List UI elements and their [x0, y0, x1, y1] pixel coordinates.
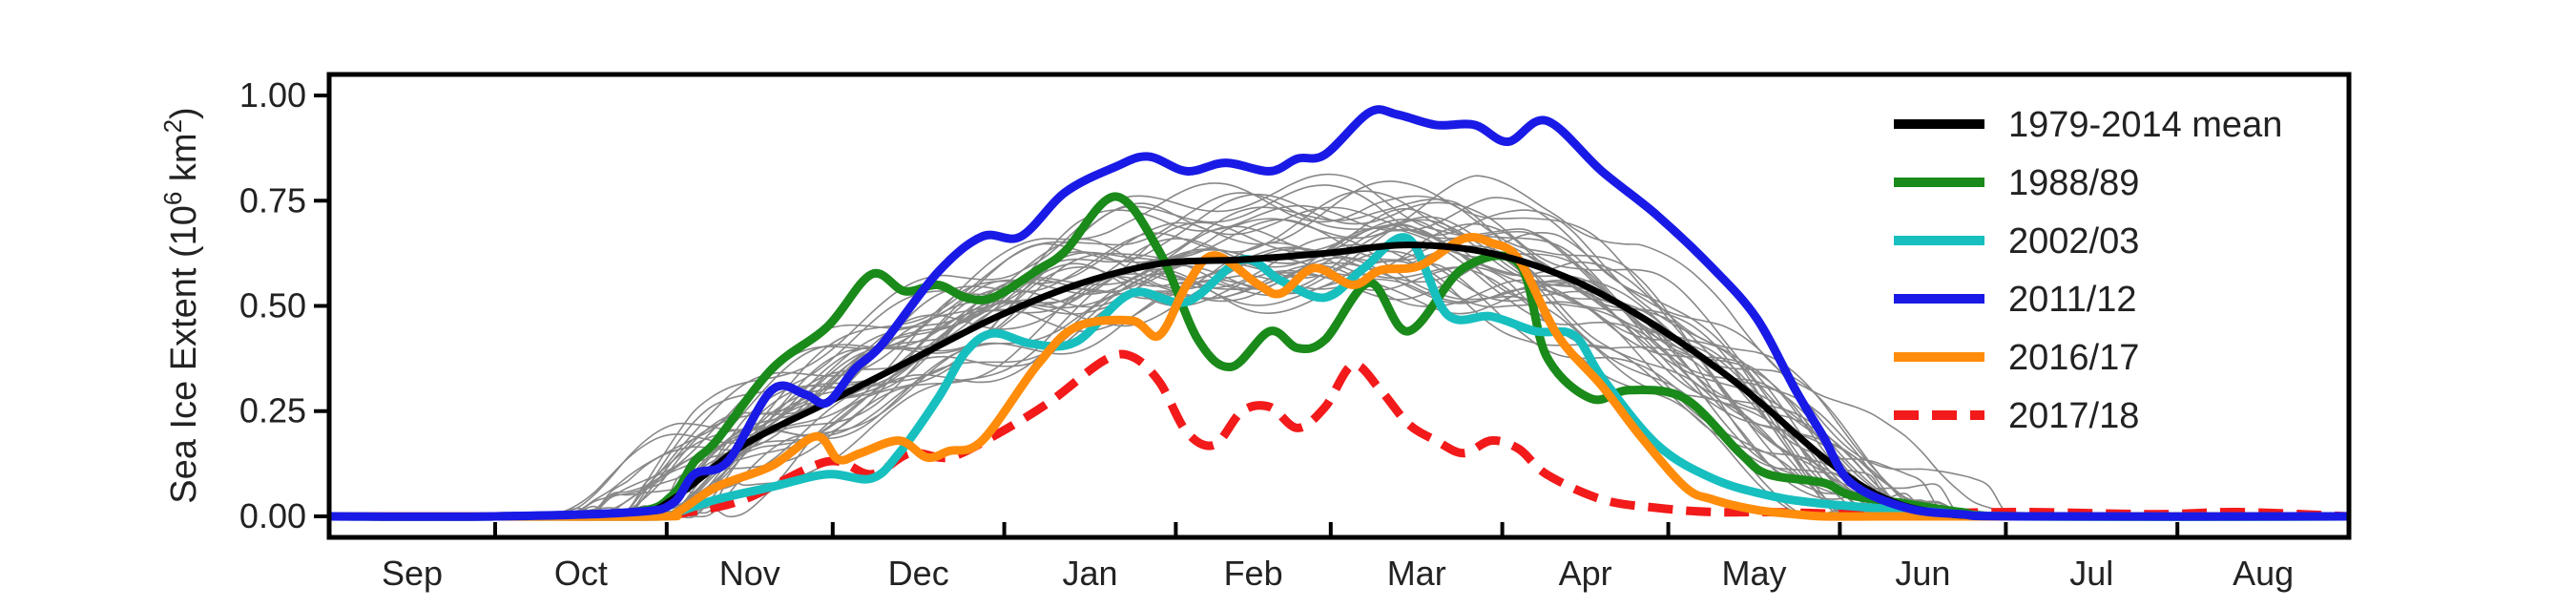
x-tick-label: Mar — [1387, 554, 1446, 593]
legend-label: 1979-2014 mean — [2008, 105, 2282, 145]
x-tick-label: Sep — [382, 554, 443, 593]
legend-label: 2002/03 — [2008, 221, 2139, 262]
y-axis-title: Sea Ice Extent (106 km2) — [158, 107, 204, 503]
x-tick-label: Oct — [554, 554, 608, 593]
series-line — [328, 232, 2349, 521]
x-tick-label: Aug — [2233, 554, 2294, 593]
y-title-close: ) — [164, 107, 204, 119]
x-tick-label: Jan — [1062, 554, 1117, 593]
legend-label: 2017/18 — [2008, 396, 2139, 436]
legend-label: 1988/89 — [2008, 163, 2139, 203]
x-tick-label: Jul — [2069, 554, 2113, 593]
y-tick-label: 0.00 — [239, 496, 306, 535]
x-tick-label: May — [1721, 554, 1786, 593]
y-tick-label: 0.25 — [239, 391, 306, 430]
y-axis: 0.00 0.25 0.50 0.75 1.00 — [239, 75, 329, 535]
y-title-unit-exp: 2 — [158, 119, 187, 133]
y-tick-label: 0.50 — [239, 286, 306, 325]
x-axis: Sep Oct Nov Dec Jan Feb Mar Apr May Jun Jul Aug — [327, 522, 2351, 593]
y-tick-label: 0.75 — [239, 180, 306, 220]
legend: 1979-2014 mean 1988/89 2002/03 2011/12 2016/… — [1894, 105, 2282, 436]
series-line — [328, 105, 2350, 521]
legend-label: 2016/17 — [2008, 338, 2139, 378]
x-tick-label: Nov — [719, 554, 780, 593]
y-title-exp: 6 — [158, 192, 187, 205]
y-tick-label: 1.00 — [239, 75, 306, 115]
x-tick-label: Jun — [1895, 554, 1950, 593]
y-title-base: Sea Ice Extent (10 — [164, 205, 204, 504]
x-tick-label: Dec — [888, 554, 949, 593]
y-title-unit: km — [164, 133, 204, 191]
series-line — [328, 192, 2350, 521]
highlighted-series — [328, 105, 2350, 521]
x-tick-label: Feb — [1224, 554, 1283, 593]
legend-label: 2011/12 — [2008, 280, 2137, 320]
x-tick-label: Apr — [1559, 554, 1612, 593]
